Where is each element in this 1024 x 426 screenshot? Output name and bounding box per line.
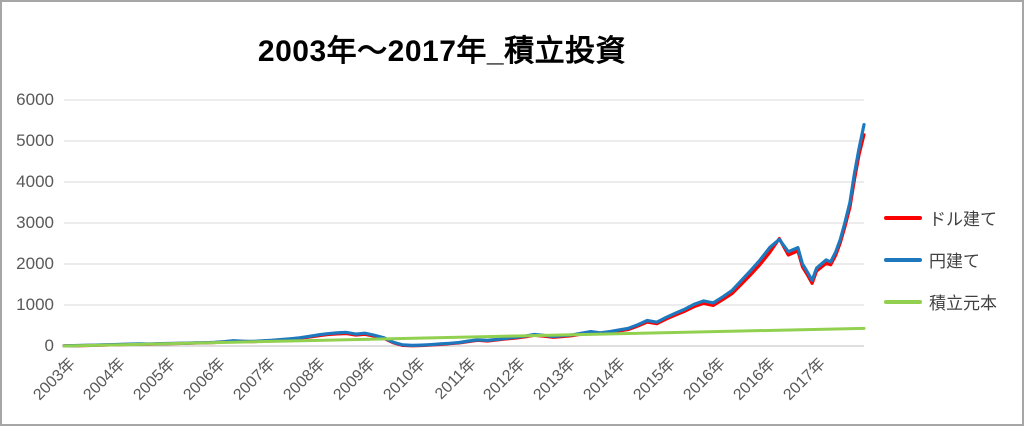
y-tick-label: 2000: [16, 254, 54, 273]
legend-item-principal: 積立元本: [884, 289, 997, 314]
series-line-jpy: [62, 122, 866, 348]
series-line-usd: [62, 133, 866, 348]
legend: ドル建て 円建て 積立元本: [884, 205, 997, 314]
series-line-principal: [62, 326, 866, 348]
y-tick-label: 4000: [16, 172, 54, 191]
legend-line-principal-icon: [884, 299, 922, 304]
legend-line-jpy-icon: [884, 257, 922, 262]
legend-line-usd-icon: [884, 215, 922, 220]
y-tick-label: 1000: [16, 295, 54, 314]
legend-item-jpy: 円建て: [884, 247, 997, 272]
legend-item-usd: ドル建て: [884, 205, 997, 230]
legend-label-jpy: 円建て: [929, 252, 980, 271]
y-tick-label: 3000: [16, 213, 54, 232]
y-tick-label: 0: [44, 336, 54, 355]
legend-label-usd: ドル建て: [929, 210, 997, 229]
y-tick-label: 6000: [16, 90, 54, 109]
y-tick-label: 5000: [16, 131, 54, 150]
chart-title: 2003年～2017年_積立投資: [257, 35, 627, 68]
legend-label-principal: 積立元本: [929, 294, 997, 313]
